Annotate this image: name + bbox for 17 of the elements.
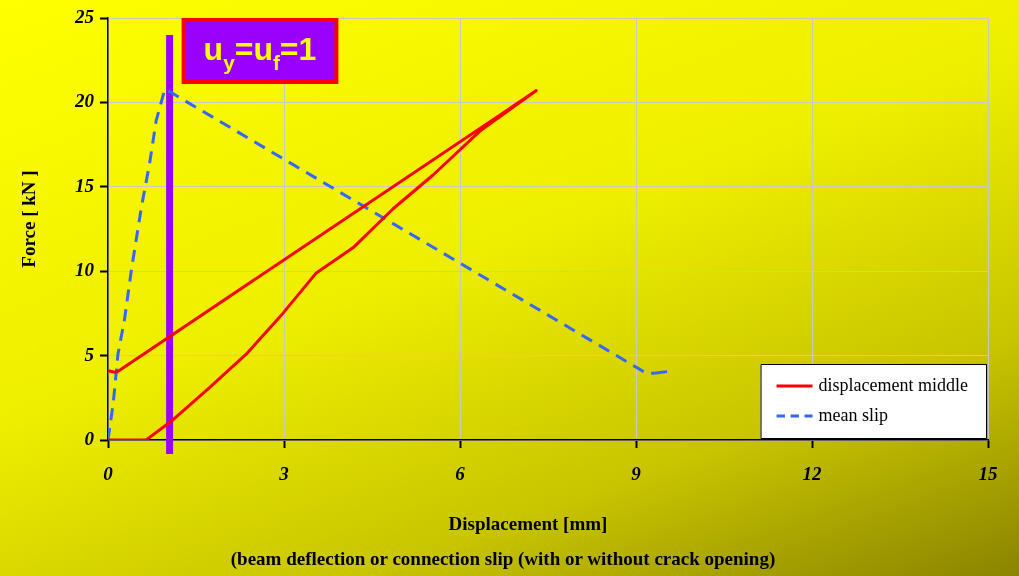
x-tick-label: 3 [278, 463, 289, 485]
y-tick-label: 20 [74, 90, 95, 112]
legend-label: displacement middle [818, 374, 969, 395]
x-axis-title: Displacement [mm] [448, 512, 608, 534]
text: (beam deflection or connection slip (with or without crack opening) [230, 547, 776, 570]
x-tick-label: 9 [631, 463, 642, 485]
y-tick-label: 5 [84, 343, 95, 365]
x-tick-label: 0 [103, 463, 114, 485]
x-tick-label: 15 [978, 463, 998, 485]
y-tick-label: 0 [84, 427, 95, 449]
x-tick-label: 12 [802, 463, 822, 485]
legend-label: mean slip [818, 404, 889, 425]
y-tick-label: 10 [75, 259, 95, 281]
y-tick-label: 25 [74, 5, 95, 27]
y-tick-label: 15 [75, 174, 95, 196]
x-tick-label: 6 [455, 463, 466, 485]
y-axis-title: Force [ kN ] [17, 170, 39, 268]
